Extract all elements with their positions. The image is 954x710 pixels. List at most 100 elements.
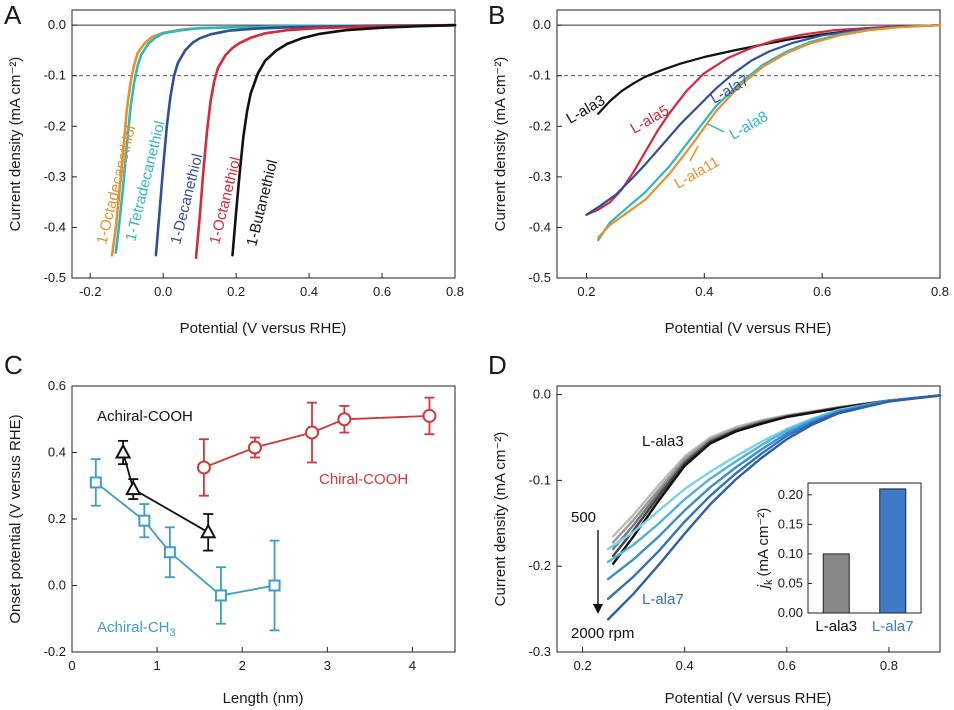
series-line <box>114 23 457 254</box>
panel-d-frame <box>556 385 941 653</box>
x-tick-label: 2 <box>239 658 246 673</box>
data-point-triangle <box>114 443 132 459</box>
series-line <box>597 24 942 242</box>
series-line <box>231 23 457 257</box>
label-achiral-ch3: Achiral-CH3 <box>97 619 176 639</box>
x-tick-label: 0.0 <box>154 284 172 299</box>
data-point-square <box>214 589 227 602</box>
data-point-circle <box>196 460 211 475</box>
inset-y-tick-label: 0.15 <box>778 516 803 531</box>
pointer-l-ala11 <box>689 145 699 162</box>
x-tick-label: 0.2 <box>573 658 591 673</box>
inset-y-tick-label: 0.10 <box>778 546 803 561</box>
inset-ylabel: jk(mA cm⁻²) <box>755 508 775 591</box>
data-point-square <box>163 546 176 559</box>
data-point-triangle <box>199 523 217 539</box>
x-tick-label: 0.6 <box>813 284 831 299</box>
panel-a-ylabel: Current density (mA cm⁻²) <box>7 57 24 232</box>
y-tick-label: -0.2 <box>44 644 66 659</box>
y-tick-label: -0.1 <box>44 68 66 83</box>
y-tick-label: 0.0 <box>533 387 551 402</box>
y-tick-label: -0.2 <box>529 558 551 573</box>
panel-b: 0.2 0.4 0.6 0.8 0.0 -0.1 -0.2 -0.3 -0.4 -0.5 Pot… <box>492 9 949 337</box>
panel-a-frame <box>71 9 456 279</box>
data-point-square <box>268 579 281 592</box>
series-line <box>585 24 942 216</box>
x-tick-label: 4 <box>409 658 416 673</box>
y-tick-label: -0.3 <box>44 169 66 184</box>
y-tick-label: -0.1 <box>529 68 551 83</box>
panel-d-xlabel: Potential (V versus RHE) <box>665 690 832 707</box>
x-tick-label: 0.8 <box>446 284 464 299</box>
y-tick-label: 0.0 <box>48 578 66 593</box>
series-line <box>597 24 942 239</box>
data-point-circle <box>337 412 352 427</box>
series-line <box>154 23 457 257</box>
pointer-l-ala8 <box>707 123 725 133</box>
panel-letter-a: A <box>4 0 22 30</box>
y-tick-label: -0.3 <box>529 169 551 184</box>
series-line <box>95 481 275 597</box>
panel-b-xlabel: Potential (V versus RHE) <box>665 320 832 337</box>
data-point-circle <box>247 440 262 455</box>
panel-d: 0.2 0.4 0.6 0.8 0.0 -0.1 -0.2 -0.3 Potential (… <box>492 385 942 707</box>
label-chiral-cooh: Chiral-COOH <box>319 471 408 488</box>
x-tick-label: 1 <box>153 658 160 673</box>
x-tick-label: 0.2 <box>577 284 595 299</box>
series-line <box>606 394 942 621</box>
panel-letter-b: B <box>488 0 505 30</box>
y-tick-label: -0.4 <box>529 219 551 234</box>
label-l-ala5: L-ala5 <box>628 102 673 138</box>
panel-b-frame <box>556 9 941 279</box>
x-tick-label: 3 <box>324 658 331 673</box>
label-d-l-ala7: L-ala7 <box>642 591 684 608</box>
x-tick-label: 0 <box>68 658 75 673</box>
inset-category-label: L-ala7 <box>872 618 914 635</box>
label-achiral-cooh: Achiral-COOH <box>97 408 193 425</box>
panel-d-ylabel: Current density (mA cm⁻²) <box>492 432 509 607</box>
y-tick-label: 0.0 <box>48 17 66 32</box>
panel-c-frame <box>71 385 456 653</box>
x-tick-label: 0.2 <box>227 284 245 299</box>
x-tick-label: 0.4 <box>695 284 713 299</box>
data-point-square <box>138 514 151 527</box>
data-point-square <box>89 476 102 489</box>
x-tick-label: 0.6 <box>778 658 796 673</box>
label-l-ala11: L-ala11 <box>672 153 723 192</box>
data-point-triangle <box>125 479 142 496</box>
inset-bar <box>879 488 907 614</box>
x-tick-label: 0.4 <box>300 284 318 299</box>
y-tick-label: -0.4 <box>44 219 66 234</box>
y-tick-label: -0.5 <box>529 270 551 285</box>
label-l-ala3: L-ala3 <box>564 92 609 128</box>
series-line <box>194 23 457 260</box>
panel-a-xlabel: Potential (V versus RHE) <box>180 320 347 337</box>
y-tick-label: -0.2 <box>44 118 66 133</box>
inset-category-label: L-ala3 <box>815 618 857 635</box>
panel-letter-c: C <box>4 350 23 380</box>
series-line <box>597 24 942 115</box>
panel-c-xlabel: Length (nm) <box>223 690 304 707</box>
y-tick-label: -0.1 <box>529 472 551 487</box>
x-tick-label: 0.8 <box>880 658 898 673</box>
inset-y-tick-label: 0.05 <box>778 575 803 590</box>
inset-y-tick-label: 0.20 <box>778 487 803 502</box>
y-tick-label: -0.2 <box>529 118 551 133</box>
label-l-ala8: L-ala8 <box>727 108 772 144</box>
rpm-arrowhead-icon <box>593 604 603 614</box>
data-point-circle <box>422 408 437 423</box>
y-tick-label: -0.5 <box>44 270 66 285</box>
inset-bar <box>822 553 850 614</box>
label-octanethiol: 1-Octanethiol <box>206 155 244 246</box>
panel-letter-d: D <box>488 350 507 380</box>
series-line <box>203 415 430 469</box>
label-d-l-ala3: L-ala3 <box>642 433 684 450</box>
inset-y-tick-label: 0.00 <box>778 605 803 620</box>
panel-b-ylabel: Current density (mA cm⁻²) <box>492 57 509 232</box>
y-tick-label: 0.6 <box>48 378 66 393</box>
y-tick-label: 0.2 <box>48 511 66 526</box>
y-tick-label: -0.3 <box>529 644 551 659</box>
y-tick-label: 0.4 <box>48 445 66 460</box>
x-tick-label: 0.6 <box>373 284 391 299</box>
